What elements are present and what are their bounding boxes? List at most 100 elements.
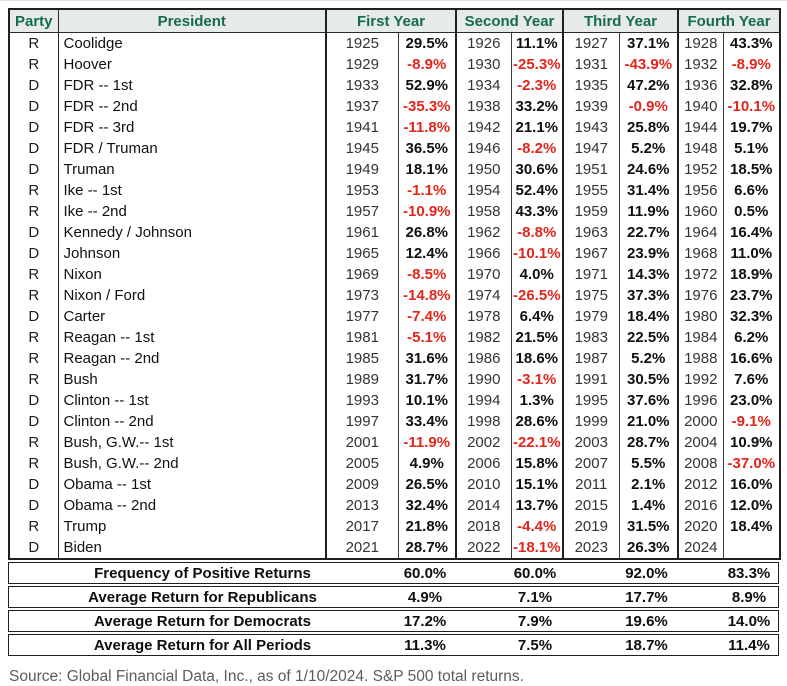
party-cell: R <box>28 518 40 535</box>
summary-value: 92.0% <box>625 564 668 582</box>
return-cell: 5.2% <box>618 138 679 159</box>
president-cell: Obama -- 2nd <box>57 495 326 516</box>
return-cell: 28.7% <box>618 432 679 453</box>
party-cell: R <box>28 371 40 388</box>
return-cell: 23.9% <box>618 243 679 264</box>
party-cell: D <box>28 308 40 325</box>
year-cell: 1942 <box>455 117 512 138</box>
return-cell: 37.3% <box>618 285 679 306</box>
year-cell: 1937 <box>325 96 398 117</box>
return-cell: 26.5% <box>397 474 457 495</box>
return-cell: -11.9% <box>397 432 457 453</box>
return-cell: 5.2% <box>618 348 679 369</box>
return-cell: -3.1% <box>510 369 564 390</box>
presidential-returns-table: Party President First Year Second Year T… <box>8 8 782 560</box>
return-cell: 18.6% <box>510 348 564 369</box>
year-cell: 2019 <box>562 516 620 537</box>
year-cell: 1953 <box>325 180 398 201</box>
return-cell: 11.1% <box>510 32 564 54</box>
year-cell: 2009 <box>325 474 398 495</box>
party-cell: D <box>28 476 40 493</box>
year-cell: 1967 <box>562 243 620 264</box>
table-row: R Ike -- 1st 1953 -1.1% 1954 52.4% 1955 31.4% 19… <box>9 180 781 201</box>
year-cell: 1951 <box>562 159 620 180</box>
year-cell: 1956 <box>677 180 724 201</box>
president-cell: FDR -- 3rd <box>57 117 326 138</box>
return-cell: 10.9% <box>722 432 781 453</box>
party-cell: D <box>28 77 40 94</box>
return-cell: 1.4% <box>618 495 679 516</box>
party-cell: D <box>28 161 40 178</box>
summary-value: 7.9% <box>517 612 553 630</box>
return-cell: 6.4% <box>510 306 564 327</box>
return-cell: 47.2% <box>618 75 679 96</box>
year-cell: 1963 <box>562 222 620 243</box>
year-cell: 1966 <box>455 243 512 264</box>
return-cell: 21.5% <box>510 327 564 348</box>
return-cell: 15.1% <box>510 474 564 495</box>
year-cell: 1960 <box>677 201 724 222</box>
source-note: Source: Global Financial Data, Inc., as … <box>9 668 524 685</box>
year-cell: 1933 <box>325 75 398 96</box>
return-cell: 28.6% <box>510 411 564 432</box>
year-cell: 1961 <box>325 222 398 243</box>
year-cell: 2012 <box>677 474 724 495</box>
year-cell: 1935 <box>562 75 620 96</box>
return-cell: 22.7% <box>618 222 679 243</box>
return-cell: 6.2% <box>722 327 781 348</box>
president-cell: Ike -- 1st <box>57 180 326 201</box>
return-cell: -2.3% <box>510 75 564 96</box>
year-cell: 1950 <box>455 159 512 180</box>
return-cell: 52.9% <box>397 75 457 96</box>
president-cell: Bush, G.W.-- 1st <box>57 432 326 453</box>
president-cell: Johnson <box>57 243 326 264</box>
year-cell: 1985 <box>325 348 398 369</box>
summary-value: 83.3% <box>727 564 771 582</box>
year-cell: 2018 <box>455 516 512 537</box>
table-row: R Reagan -- 2nd 1985 31.6% 1986 18.6% 1987 5.2%… <box>9 348 781 369</box>
return-cell: -4.4% <box>510 516 564 537</box>
year-cell: 1969 <box>325 264 398 285</box>
summary-value: 8.9% <box>731 588 767 606</box>
year-cell: 1939 <box>562 96 620 117</box>
return-cell: 15.8% <box>510 453 564 474</box>
return-cell: 33.2% <box>510 96 564 117</box>
summary-label: Average Return for Republicans <box>88 588 317 606</box>
party-cell: D <box>28 245 40 262</box>
summary-value: 11.3% <box>404 636 446 654</box>
return-cell: 26.8% <box>397 222 457 243</box>
year-cell: 1949 <box>325 159 398 180</box>
party-cell: R <box>28 35 40 52</box>
year-cell: 1972 <box>677 264 724 285</box>
return-cell: -10.9% <box>397 201 457 222</box>
table-row: D FDR / Truman 1945 36.5% 1946 -8.2% 1947 5.2% 1… <box>9 138 781 159</box>
year-cell: 2020 <box>677 516 724 537</box>
return-cell: -1.1% <box>397 180 457 201</box>
summary-value: 7.1% <box>517 588 553 606</box>
year-cell: 1927 <box>562 32 620 54</box>
return-cell: 21.8% <box>397 516 457 537</box>
summary-value: 17.2% <box>403 612 447 630</box>
return-cell: 43.3% <box>722 32 781 54</box>
president-cell: Coolidge <box>57 32 326 54</box>
year-cell: 2000 <box>677 411 724 432</box>
return-cell: -14.8% <box>397 285 457 306</box>
return-cell: 11.0% <box>722 243 781 264</box>
return-cell: 30.6% <box>510 159 564 180</box>
return-cell: 52.4% <box>510 180 564 201</box>
year-cell: 1975 <box>562 285 620 306</box>
party-cell: R <box>28 329 40 346</box>
table-row: R Bush, G.W.-- 2nd 2005 4.9% 2006 15.8% 2007 5.… <box>9 453 781 474</box>
table-row: R Coolidge 1925 29.5% 1926 11.1% 1927 37.1% 1928… <box>9 32 781 54</box>
year-cell: 1955 <box>562 180 620 201</box>
return-cell: 23.0% <box>722 390 781 411</box>
table-row: D Truman 1949 18.1% 1950 30.6% 1951 24.6% 1952 18… <box>9 159 781 180</box>
return-cell: 11.9% <box>618 201 679 222</box>
president-cell: Carter <box>57 306 326 327</box>
col-header-president: President <box>57 9 326 33</box>
return-cell: 23.7% <box>722 285 781 306</box>
return-cell: 5.1% <box>722 138 781 159</box>
return-cell: 10.1% <box>397 390 457 411</box>
year-cell: 2024 <box>677 537 724 559</box>
